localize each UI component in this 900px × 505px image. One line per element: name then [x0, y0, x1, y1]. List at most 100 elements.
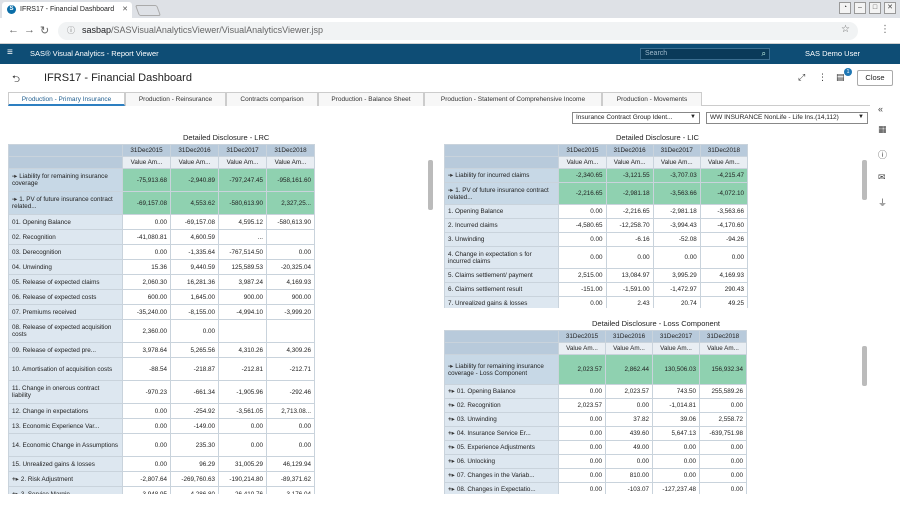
- info-icon[interactable]: ⓘ: [67, 26, 75, 35]
- column-header-year[interactable]: 31Dec2016: [605, 144, 654, 157]
- expand-icon[interactable]: +▸: [448, 430, 455, 437]
- value-cell[interactable]: 0.00: [170, 319, 219, 343]
- row-label[interactable]: 5. Claims settlement/ payment: [444, 268, 560, 283]
- value-cell[interactable]: -2,340.65: [558, 168, 607, 183]
- window-close-icon[interactable]: ✕: [884, 2, 896, 14]
- value-cell[interactable]: 439.60: [605, 426, 653, 441]
- value-cell[interactable]: -4,994.10: [218, 304, 267, 320]
- expand-icon[interactable]: +▸: [448, 472, 455, 479]
- collapse-icon[interactable]: -▸: [12, 196, 18, 203]
- value-cell[interactable]: 2,060.30: [122, 274, 171, 290]
- value-cell[interactable]: 37.82: [605, 412, 653, 427]
- lic-vertical-scrollbar[interactable]: [862, 160, 867, 200]
- row-label[interactable]: 13. Economic Experience Var...: [8, 418, 123, 434]
- value-cell[interactable]: -4,072.10: [699, 182, 749, 205]
- value-cell[interactable]: -797,247.45: [218, 168, 267, 192]
- column-header-year[interactable]: 31Dec2016: [170, 144, 219, 157]
- row-label[interactable]: +▸ 01. Opening Balance: [444, 384, 559, 399]
- value-cell[interactable]: -69,157.08: [170, 214, 219, 230]
- value-cell[interactable]: -3,563.66: [652, 182, 701, 205]
- column-header-measure[interactable]: Value Am...: [699, 342, 747, 355]
- value-cell[interactable]: 0.00: [605, 454, 653, 469]
- collapse-icon[interactable]: -▸: [448, 172, 454, 179]
- portfolio-dropdown[interactable]: WW INSURANCE NonLife - Life Ins.(14,112)…: [706, 112, 868, 124]
- expand-icon[interactable]: +▸: [448, 416, 455, 423]
- value-cell[interactable]: 0.00: [122, 244, 171, 260]
- value-cell[interactable]: -3,999.20: [266, 304, 315, 320]
- collapse-icon[interactable]: -▸: [448, 186, 454, 194]
- value-cell[interactable]: 0.00: [558, 426, 606, 441]
- row-label[interactable]: -▸ Liability for incurred claims: [444, 168, 560, 183]
- search-input[interactable]: Search ⌕: [640, 48, 770, 60]
- close-icon[interactable]: ✕: [122, 6, 128, 13]
- column-header-year[interactable]: 31Dec2018: [699, 330, 747, 343]
- row-label[interactable]: +▸ 05. Experience Adjustments: [444, 440, 559, 455]
- value-cell[interactable]: 0.00: [652, 246, 701, 269]
- value-cell[interactable]: [266, 319, 315, 343]
- value-cell[interactable]: 290.43: [699, 282, 749, 297]
- column-header-year[interactable]: 31Dec2018: [266, 144, 315, 157]
- bookmark-star-icon[interactable]: ☆: [841, 24, 850, 35]
- forward-icon[interactable]: →: [24, 24, 35, 36]
- value-cell[interactable]: 96.29: [170, 456, 219, 472]
- info-icon[interactable]: ⓘ: [878, 150, 888, 160]
- value-cell[interactable]: -8,155.00: [170, 304, 219, 320]
- lrc-vertical-scrollbar[interactable]: [428, 160, 433, 210]
- value-cell[interactable]: 0.00: [266, 244, 315, 260]
- expand-icon[interactable]: ⤢: [798, 72, 806, 82]
- value-cell[interactable]: -4,580.65: [558, 218, 607, 233]
- value-cell[interactable]: 600.00: [122, 289, 171, 305]
- value-cell[interactable]: -1,905.96: [218, 380, 267, 404]
- collapse-icon[interactable]: -▸: [448, 362, 454, 370]
- column-header-year[interactable]: 31Dec2015: [558, 144, 607, 157]
- value-cell[interactable]: 0.00: [218, 433, 267, 457]
- browser-menu-icon[interactable]: ⋮: [880, 24, 890, 35]
- value-cell[interactable]: 0.00: [558, 296, 607, 308]
- value-cell[interactable]: -2,981.18: [652, 204, 701, 219]
- value-cell[interactable]: 156,932.34: [699, 354, 747, 385]
- column-header-measure[interactable]: Value Am...: [218, 156, 267, 169]
- value-cell[interactable]: -20,325.04: [266, 259, 315, 275]
- expand-icon[interactable]: +▸: [448, 444, 455, 451]
- tab-comprehensive-income[interactable]: Production - Statement of Comprehensive …: [424, 92, 602, 106]
- column-header-year[interactable]: 31Dec2015: [558, 330, 606, 343]
- value-cell[interactable]: -149.00: [170, 418, 219, 434]
- row-label[interactable]: 07. Premiums received: [8, 304, 123, 320]
- row-label[interactable]: +▸ 2. Risk Adjustment: [8, 471, 123, 487]
- comment-icon[interactable]: ✉: [878, 172, 886, 182]
- user-menu[interactable]: SAS Demo User: [805, 49, 861, 58]
- expand-icon[interactable]: +▸: [12, 490, 19, 495]
- contract-group-dropdown[interactable]: Insurance Contract Group Ident... ▼: [572, 112, 700, 124]
- value-cell[interactable]: 2,360.00: [122, 319, 171, 343]
- row-label[interactable]: -▸ 1. PV of future insurance contract rel…: [8, 191, 123, 215]
- column-header-measure[interactable]: Value Am...: [558, 156, 607, 169]
- row-label[interactable]: 06. Release of expected costs: [8, 289, 123, 305]
- value-cell[interactable]: 0.00: [558, 482, 606, 494]
- expand-icon[interactable]: +▸: [448, 402, 455, 409]
- loss-vertical-scrollbar[interactable]: [862, 346, 867, 386]
- value-cell[interactable]: 0.00: [122, 403, 171, 419]
- value-cell[interactable]: -2,216.65: [605, 204, 654, 219]
- value-cell[interactable]: -3,561.05: [218, 403, 267, 419]
- column-header-measure[interactable]: Value Am...: [652, 342, 700, 355]
- value-cell[interactable]: -151.00: [558, 282, 607, 297]
- value-cell[interactable]: -4,170.60: [699, 218, 749, 233]
- back-to-reports-icon[interactable]: ⮌: [12, 74, 21, 85]
- row-label[interactable]: 7. Unrealized gains & losses: [444, 296, 560, 308]
- value-cell[interactable]: 49.00: [605, 440, 653, 455]
- value-cell[interactable]: -88.54: [122, 357, 171, 381]
- search-icon[interactable]: ⌕: [761, 49, 766, 58]
- value-cell[interactable]: -254.92: [170, 403, 219, 419]
- value-cell[interactable]: -12,258.70: [605, 218, 654, 233]
- value-cell[interactable]: 125,589.53: [218, 259, 267, 275]
- value-cell[interactable]: 255,589.26: [699, 384, 747, 399]
- value-cell[interactable]: 2,713.08...: [266, 403, 315, 419]
- tab-balance-sheet[interactable]: Production - Balance Sheet: [318, 92, 424, 106]
- value-cell[interactable]: [218, 319, 267, 343]
- value-cell[interactable]: -3,707.03: [652, 168, 701, 183]
- tab-reinsurance[interactable]: Production - Reinsurance: [125, 92, 226, 106]
- value-cell[interactable]: -661.34: [170, 380, 219, 404]
- value-cell[interactable]: 9,440.59: [170, 259, 219, 275]
- collapse-icon[interactable]: -▸: [12, 173, 18, 180]
- value-cell[interactable]: -2,807.64: [122, 471, 171, 487]
